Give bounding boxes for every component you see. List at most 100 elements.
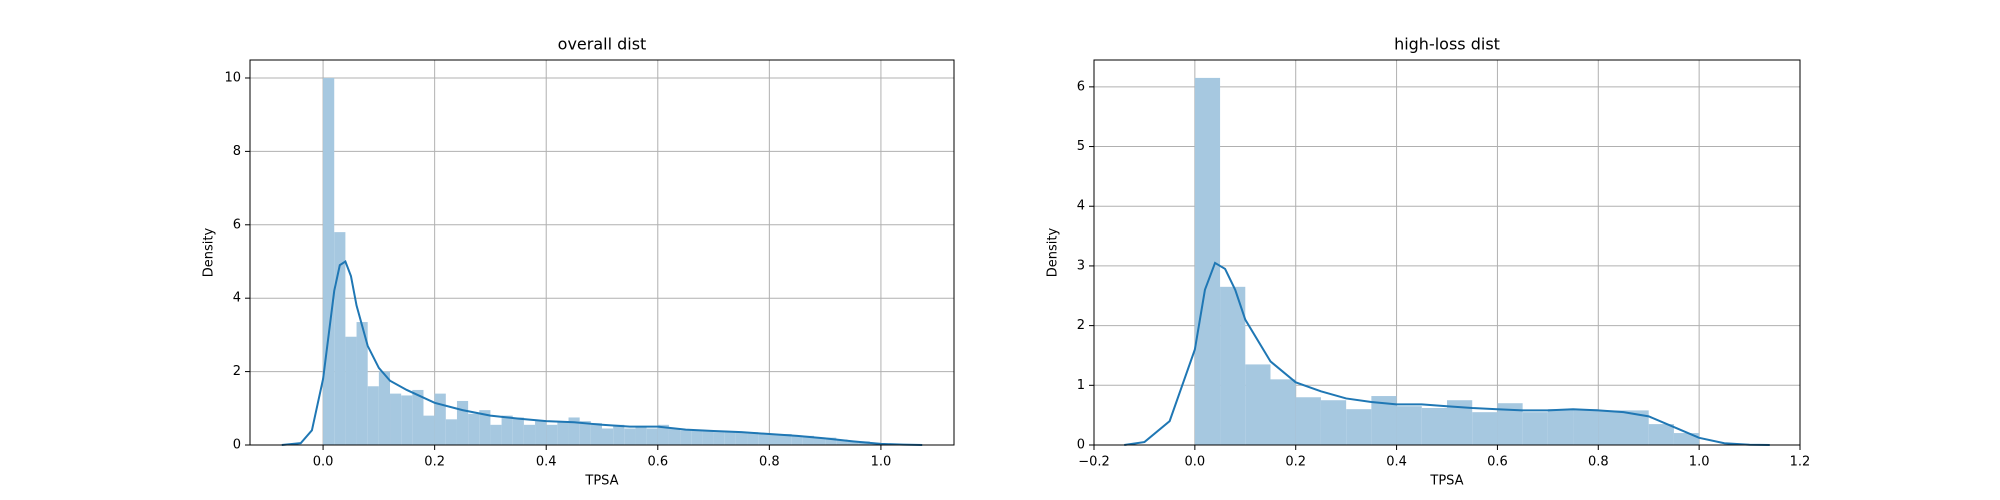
histogram-bar [1648, 424, 1674, 445]
y-axis-label: Density [1046, 227, 1061, 277]
x-axis-label: TPSA [1429, 474, 1463, 489]
histogram-bar [1421, 407, 1447, 445]
histogram-bar [323, 77, 335, 445]
histogram-bar [479, 410, 491, 445]
histogram-bar [378, 371, 391, 445]
histogram-bar [401, 395, 413, 445]
histogram-bar [546, 424, 558, 445]
y-tick-label: 5 [1077, 139, 1085, 154]
histogram-bar [713, 432, 725, 445]
histogram-bar [579, 421, 591, 445]
x-tick-label: 1.0 [1689, 455, 1710, 470]
y-tick-label: 10 [224, 70, 241, 85]
histogram-bar [735, 432, 748, 445]
histogram-bar [1472, 412, 1498, 445]
chart-title: overall dist [558, 35, 647, 54]
x-tick-label: 0.6 [647, 455, 668, 470]
histogram-bar [1673, 433, 1700, 445]
x-tick-label: 0.0 [313, 455, 334, 470]
histogram-bar [1547, 409, 1574, 445]
histogram-bar [680, 430, 692, 445]
x-tick-label: 1.0 [871, 455, 892, 470]
histogram-bar [836, 439, 848, 445]
y-tick-label: 0 [233, 438, 241, 453]
histogram-bar [423, 415, 435, 445]
y-tick-label: 2 [233, 364, 241, 379]
histogram-bar [445, 419, 457, 445]
histogram-bar [456, 400, 469, 445]
histogram-bar [1194, 77, 1221, 445]
y-tick-label: 0 [1077, 438, 1085, 453]
histogram-bar [635, 426, 647, 445]
histogram-bar [758, 433, 770, 445]
axes-frame [249, 59, 955, 446]
histogram-bar [1396, 406, 1422, 445]
x-tick-label: 1.2 [1790, 455, 1811, 470]
histogram-bar [624, 428, 636, 445]
histogram-bar [1598, 410, 1624, 445]
y-axis-label: Density [202, 227, 217, 277]
histogram-bar [691, 430, 703, 445]
histogram-bar [1245, 364, 1271, 445]
y-tick-label: 6 [1077, 79, 1085, 94]
y-tick-label: 1 [1077, 378, 1085, 393]
y-tick-label: 4 [233, 291, 241, 306]
histogram-bar [557, 421, 569, 445]
histogram-bar [813, 437, 826, 445]
histogram-bar [1270, 379, 1296, 445]
kde-line [1124, 261, 1770, 446]
kde-line [281, 259, 923, 446]
histogram-bar [345, 336, 357, 445]
histogram-bar [412, 389, 424, 445]
histogram-bar [602, 428, 614, 445]
x-tick-label: 0.8 [759, 455, 780, 470]
histogram-bar [646, 428, 658, 445]
x-tick-label: 0.2 [1285, 455, 1306, 470]
x-tick-label: 0.0 [1185, 455, 1206, 470]
histogram-bar [780, 433, 792, 445]
histogram-bar [1522, 412, 1548, 445]
histogram-bar [367, 386, 379, 445]
histogram-bar [501, 415, 513, 445]
y-tick-label: 8 [233, 144, 241, 159]
chart-title: high-loss dist [1394, 35, 1500, 54]
histogram-bar [356, 322, 368, 445]
histogram-bar [791, 435, 803, 445]
y-tick-label: 2 [1077, 318, 1085, 333]
histogram-bar [1295, 397, 1321, 445]
histogram-bar [1573, 409, 1599, 445]
x-tick-label: 0.4 [536, 455, 557, 470]
histogram-bar [468, 413, 480, 445]
x-tick-label: 0.4 [1386, 455, 1407, 470]
histogram-bar [434, 393, 446, 445]
y-tick-label: 3 [1077, 258, 1085, 273]
histogram-bar [657, 424, 669, 445]
histogram-bar [747, 432, 759, 445]
histogram-bar [668, 428, 681, 445]
x-tick-label: 0.8 [1588, 455, 1609, 470]
histogram-bar [702, 430, 714, 445]
histogram-bar [512, 417, 524, 445]
axes-frame [1093, 59, 1801, 446]
histogram-bar [334, 232, 346, 445]
histogram-bar [769, 433, 781, 445]
histogram-bar [390, 393, 402, 445]
histogram-bar [535, 421, 547, 445]
x-tick-label: 0.6 [1487, 455, 1508, 470]
histogram-bar [1220, 286, 1246, 445]
histogram-bar [724, 432, 736, 445]
x-tick-label: −0.2 [1078, 455, 1110, 470]
histogram-bar [523, 424, 536, 445]
y-tick-label: 6 [233, 217, 241, 232]
y-tick-label: 4 [1077, 199, 1085, 214]
histogram-bar [568, 417, 580, 445]
x-axis-label: TPSA [584, 474, 618, 489]
histogram-bar [613, 424, 625, 445]
histogram-bar [590, 422, 602, 445]
histogram-bar [825, 437, 837, 445]
histogram-bar [1346, 409, 1372, 445]
histogram-bar [847, 441, 859, 445]
x-tick-label: 0.2 [424, 455, 445, 470]
histogram-bar [802, 435, 814, 445]
